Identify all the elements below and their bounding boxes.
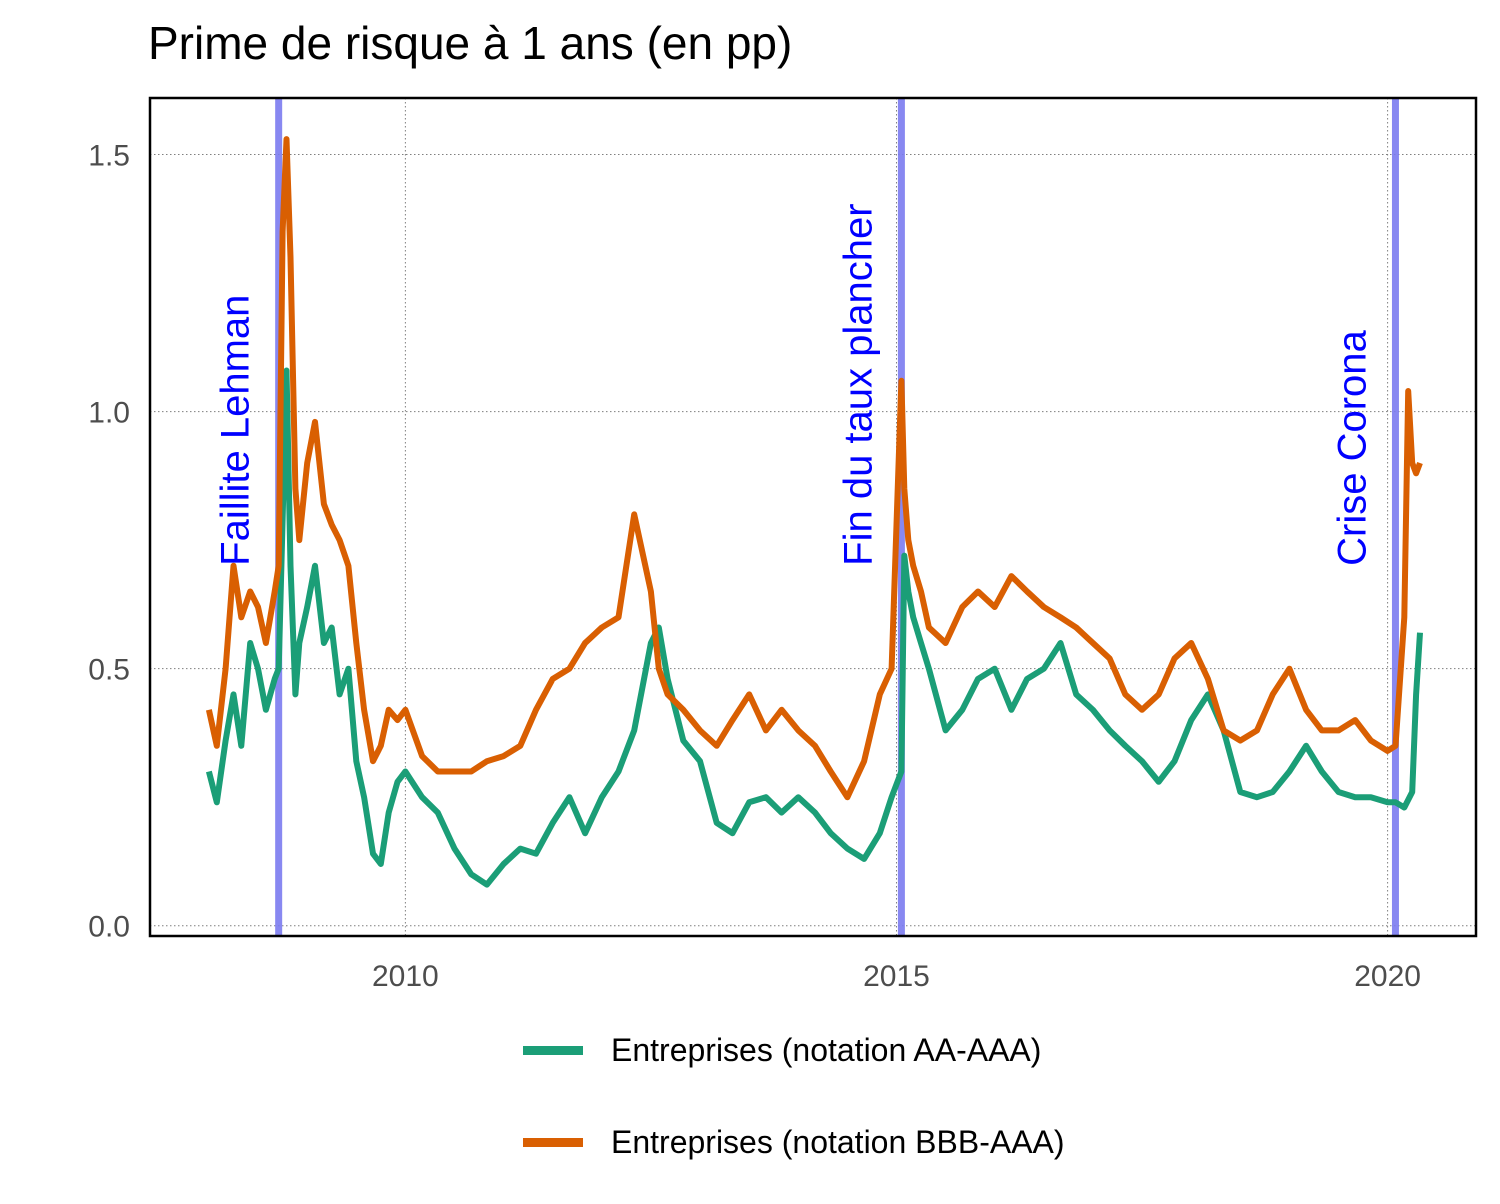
legend-item: Entreprises (notation BBB-AAA) xyxy=(523,1112,1065,1172)
series-line-2 xyxy=(205,136,1423,801)
grid-lines xyxy=(150,98,1476,936)
legend-item: Entreprises (notation AA-AAA) xyxy=(523,1020,1065,1080)
chart-title: Prime de risque à 1 ans (en pp) xyxy=(148,17,793,69)
axis-tick-labels: 0.0 0.5 1.0 1.5 2010 2015 2020 xyxy=(88,140,1421,993)
event-label: Fin du taux plancher xyxy=(836,203,880,565)
y-tick-label: 1.0 xyxy=(88,397,130,430)
y-tick-label: 0.0 xyxy=(88,911,130,944)
legend: Entreprises (notation AA-AAA) Entreprises… xyxy=(523,1020,1065,1204)
legend-swatch xyxy=(523,1137,583,1147)
x-tick-label: 2020 xyxy=(1354,960,1421,993)
y-tick-label: 1.5 xyxy=(88,140,130,173)
legend-label: Entreprises (notation AA-AAA) xyxy=(611,1031,1042,1068)
x-tick-label: 2010 xyxy=(372,960,439,993)
plot-frame xyxy=(148,96,1478,938)
series-line-1 xyxy=(205,367,1423,888)
y-tick-label: 0.5 xyxy=(88,654,130,687)
series-lines xyxy=(205,136,1423,888)
event-label: Crise Corona xyxy=(1330,329,1374,565)
event-labels: Faillite Lehman Fin du taux plancher Crise… xyxy=(214,203,1375,565)
x-tick-label: 2015 xyxy=(863,960,930,993)
legend-label: Entreprises (notation BBB-AAA) xyxy=(611,1123,1065,1160)
event-label: Faillite Lehman xyxy=(214,295,258,566)
legend-swatch xyxy=(523,1045,583,1055)
